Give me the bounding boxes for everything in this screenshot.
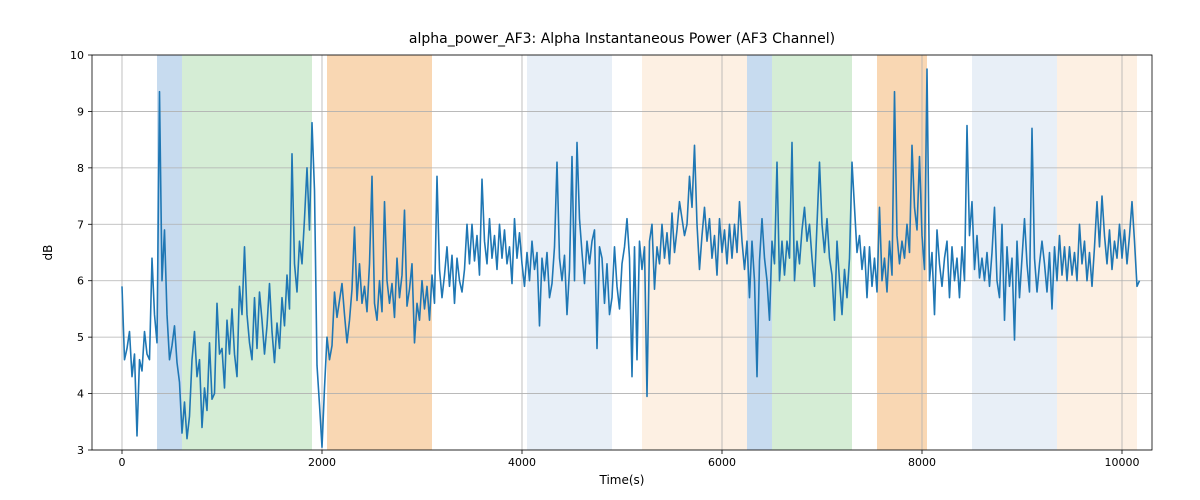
y-tick-label: 10	[70, 49, 84, 62]
chart-title: alpha_power_AF3: Alpha Instantaneous Pow…	[409, 31, 835, 47]
shaded-region	[157, 55, 182, 450]
chart-figure: 0 2000 4000 6000 8000 10000 3 4 5 6 7 8 9 10 alpha_po…	[0, 0, 1200, 500]
x-axis-label: Time(s)	[599, 473, 645, 487]
x-tick-label: 0	[119, 456, 126, 469]
x-tick-label: 8000	[908, 456, 936, 469]
x-tick-label: 10000	[1105, 456, 1140, 469]
x-tick-label: 2000	[308, 456, 336, 469]
shaded-region	[182, 55, 312, 450]
shaded-region	[877, 55, 927, 450]
shaded-region	[972, 55, 1057, 450]
y-axis-label: dB	[41, 245, 55, 261]
chart-svg: 0 2000 4000 6000 8000 10000 3 4 5 6 7 8 9 10 alpha_po…	[0, 0, 1200, 500]
y-tick-label: 9	[77, 105, 84, 118]
y-tick-label: 7	[77, 218, 84, 231]
x-tick-label: 6000	[708, 456, 736, 469]
shaded-region	[327, 55, 432, 450]
y-tick-label: 5	[77, 331, 84, 344]
x-tick-label: 4000	[508, 456, 536, 469]
y-tick-label: 3	[77, 444, 84, 457]
y-tick-label: 6	[77, 275, 84, 288]
y-tick-label: 4	[77, 388, 84, 401]
y-tick-label: 8	[77, 162, 84, 175]
